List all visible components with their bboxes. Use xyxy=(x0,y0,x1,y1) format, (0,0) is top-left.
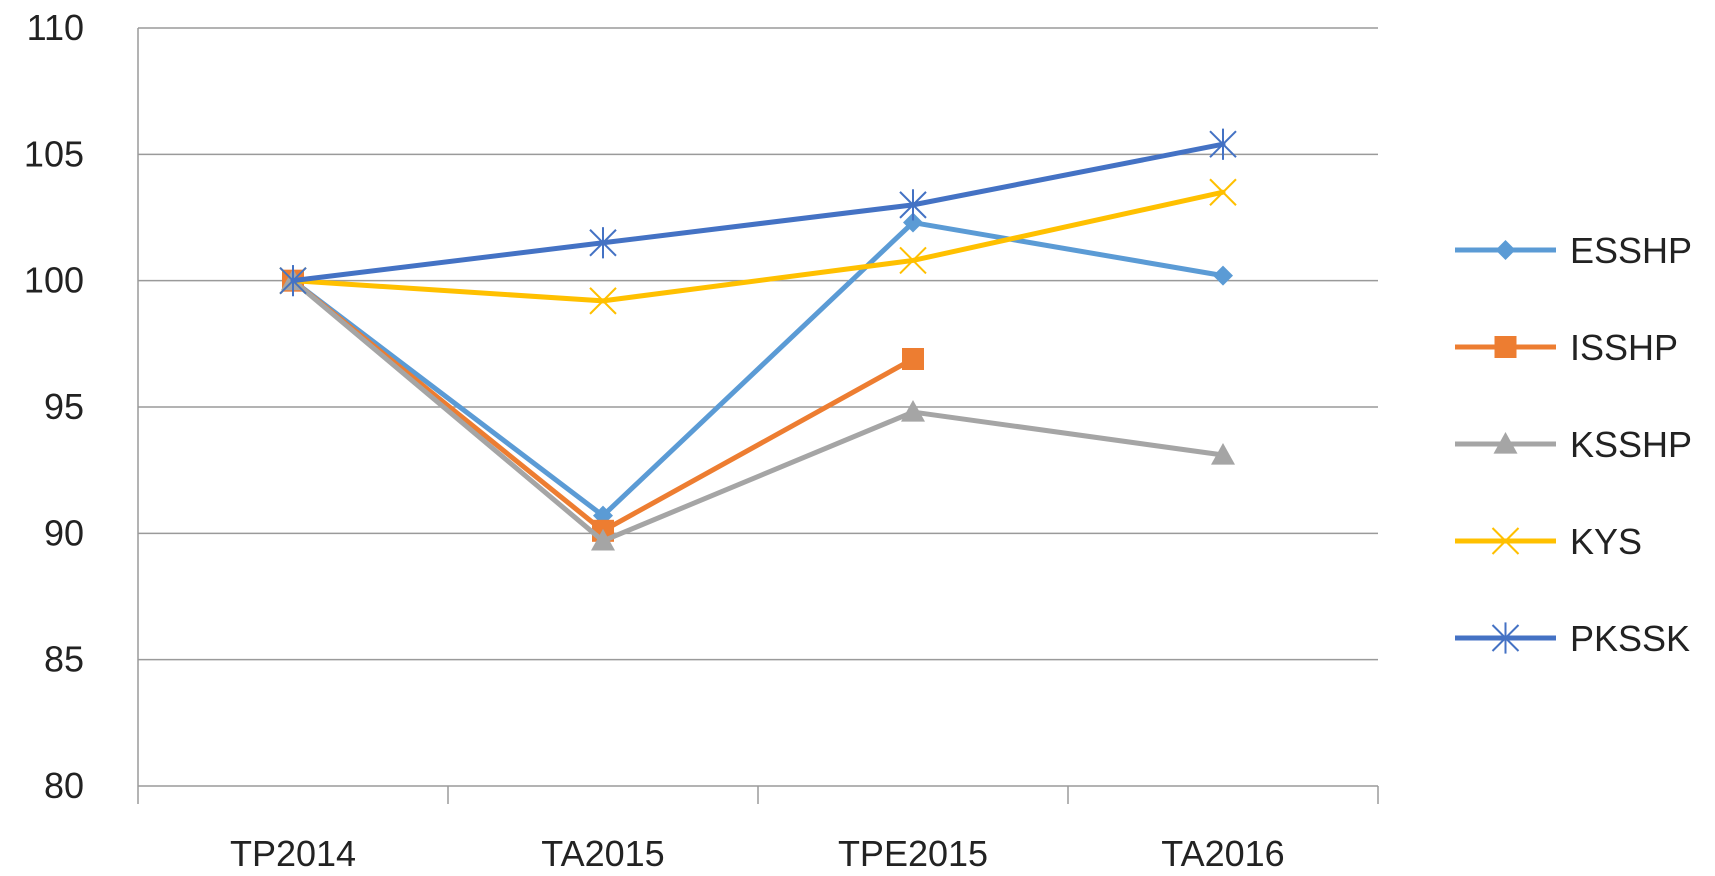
y-tick-label: 100 xyxy=(24,260,84,301)
legend-label: KSSHP xyxy=(1570,424,1692,465)
marker-stroke xyxy=(589,287,617,315)
series-line xyxy=(290,141,1226,284)
series-pkssk xyxy=(279,128,1237,297)
legend: ESSHP ISSHP KSSHP KYS PKSSK xyxy=(1455,230,1692,659)
data-point xyxy=(903,212,923,233)
marker-stroke xyxy=(1209,178,1237,206)
legend-label: KYS xyxy=(1570,521,1642,562)
data-point xyxy=(591,528,615,551)
legend-label: ISSHP xyxy=(1570,327,1678,368)
legend-marker xyxy=(1493,432,1518,454)
legend-marker xyxy=(1494,336,1517,358)
data-point xyxy=(1213,265,1233,286)
data-point xyxy=(899,246,927,275)
data-point xyxy=(1209,178,1237,206)
x-tick-label: TP2014 xyxy=(230,833,356,871)
axes: 80 85 90 95 100 105 110 TP2014 TA2015 TPE2015 TA20… xyxy=(24,7,1379,874)
data-point xyxy=(589,287,617,315)
legend-label: PKSSK xyxy=(1570,618,1690,659)
legend-label: ESSHP xyxy=(1570,230,1692,271)
series-line xyxy=(290,220,1226,519)
data-point xyxy=(901,400,925,422)
series-kys xyxy=(279,178,1237,315)
legend-item-esshp: ESSHP xyxy=(1455,230,1692,271)
y-tick-label: 105 xyxy=(24,133,84,174)
data-point xyxy=(279,265,307,297)
series-isshp xyxy=(282,269,924,542)
series-lines xyxy=(279,128,1237,551)
legend-marker xyxy=(1491,622,1520,654)
y-tick-label: 90 xyxy=(44,512,84,553)
y-tick-label: 80 xyxy=(44,765,84,806)
y-tick-label: 110 xyxy=(27,7,84,48)
gridlines xyxy=(138,27,1378,787)
series-line xyxy=(290,278,1226,544)
legend-item-ksshp: KSSHP xyxy=(1455,424,1692,465)
x-tick-label: TPE2015 xyxy=(838,833,988,871)
data-point xyxy=(589,227,617,259)
series-ksshp xyxy=(281,268,1235,551)
series-line xyxy=(290,278,916,534)
x-tick-label: TA2016 xyxy=(1161,833,1284,871)
legend-item-kys: KYS xyxy=(1455,521,1642,562)
legend-marker xyxy=(1491,527,1520,555)
legend-item-pkssk: PKSSK xyxy=(1455,618,1690,659)
marker-stroke xyxy=(1491,527,1520,555)
series-line xyxy=(290,189,1226,304)
y-tick-label: 85 xyxy=(44,639,84,680)
legend-item-isshp: ISSHP xyxy=(1455,327,1678,368)
data-point xyxy=(1209,128,1237,160)
data-point xyxy=(899,189,927,221)
legend-marker xyxy=(1495,240,1516,260)
y-tick-label: 95 xyxy=(44,386,84,427)
data-point xyxy=(902,347,924,370)
x-tick-label: TA2015 xyxy=(541,833,664,871)
marker-stroke xyxy=(899,246,927,275)
data-point xyxy=(1211,443,1235,465)
